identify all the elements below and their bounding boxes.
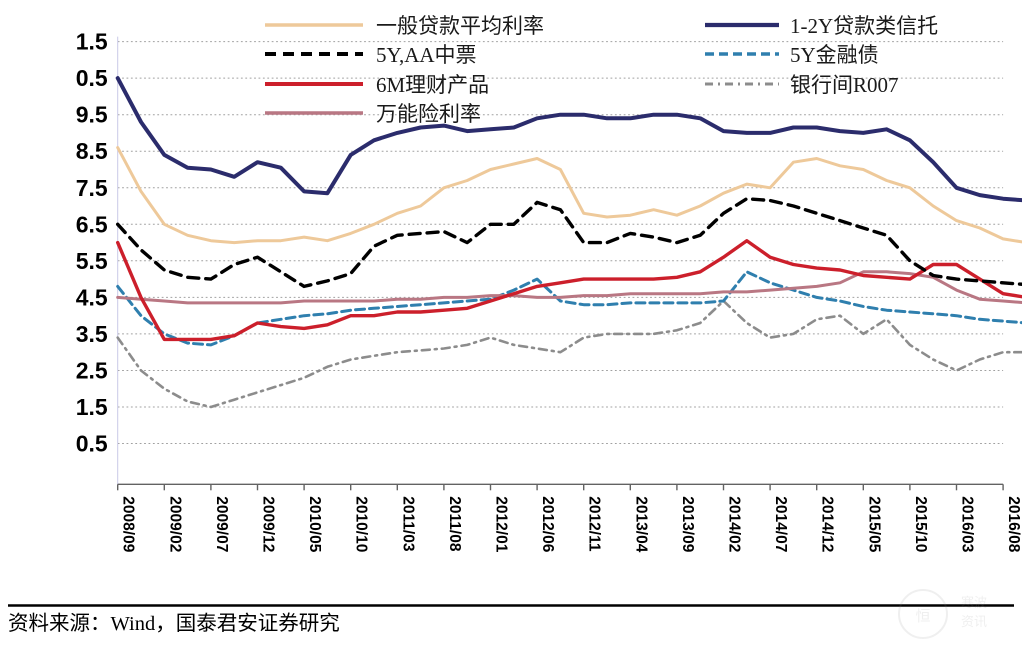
svg-text:4.5: 4.5: [76, 284, 108, 310]
svg-text:1.5: 1.5: [76, 29, 108, 55]
svg-text:9.5: 9.5: [76, 102, 108, 128]
svg-text:1-2Y贷款类信托: 1-2Y贷款类信托: [790, 14, 938, 38]
svg-text:2011/03: 2011/03: [399, 496, 416, 552]
svg-text:恒: 恒: [915, 608, 930, 625]
svg-text:2014/12: 2014/12: [819, 496, 836, 552]
svg-text:0.5: 0.5: [76, 431, 108, 457]
svg-text:0.5: 0.5: [76, 65, 108, 91]
svg-text:一般贷款平均利率: 一般贷款平均利率: [376, 14, 544, 38]
svg-text:2014/02: 2014/02: [726, 496, 743, 552]
svg-text:2013/04: 2013/04: [632, 496, 649, 552]
svg-text:3.5: 3.5: [76, 321, 108, 347]
svg-text:1.5: 1.5: [76, 394, 108, 420]
svg-text:寒波: 寒波: [961, 595, 987, 610]
svg-text:2016/08: 2016/08: [1005, 496, 1022, 552]
svg-text:5Y金融债: 5Y金融债: [790, 43, 879, 67]
svg-text:2.5: 2.5: [76, 358, 108, 384]
svg-text:万能险利率: 万能险利率: [376, 102, 481, 126]
svg-text:5.5: 5.5: [76, 248, 108, 274]
svg-text:2014/07: 2014/07: [772, 496, 789, 552]
svg-text:2012/01: 2012/01: [493, 496, 510, 552]
svg-text:2009/12: 2009/12: [260, 496, 277, 552]
svg-text:2009/07: 2009/07: [213, 496, 230, 552]
svg-text:5Y,AA中票: 5Y,AA中票: [376, 43, 477, 67]
svg-text:银行间R007: 银行间R007: [790, 73, 899, 97]
svg-text:资料来源：Wind，国泰君安证券研究: 资料来源：Wind，国泰君安证券研究: [8, 612, 340, 635]
svg-text:2010/10: 2010/10: [353, 496, 370, 552]
svg-text:2012/11: 2012/11: [586, 496, 603, 552]
svg-text:资讯: 资讯: [961, 614, 987, 629]
svg-text:2015/05: 2015/05: [865, 496, 882, 552]
svg-text:6.5: 6.5: [76, 211, 108, 237]
svg-text:2008/09: 2008/09: [120, 496, 137, 552]
svg-text:2016/03: 2016/03: [959, 496, 976, 552]
svg-text:2009/02: 2009/02: [166, 496, 183, 552]
svg-text:2010/05: 2010/05: [306, 496, 323, 552]
svg-text:2011/08: 2011/08: [446, 496, 463, 552]
svg-text:7.5: 7.5: [76, 175, 108, 201]
svg-text:2013/09: 2013/09: [679, 496, 696, 552]
svg-text:6M理财产品: 6M理财产品: [376, 73, 489, 97]
svg-text:8.5: 8.5: [76, 138, 108, 164]
svg-text:2015/10: 2015/10: [912, 496, 929, 552]
svg-text:2012/06: 2012/06: [539, 496, 556, 552]
